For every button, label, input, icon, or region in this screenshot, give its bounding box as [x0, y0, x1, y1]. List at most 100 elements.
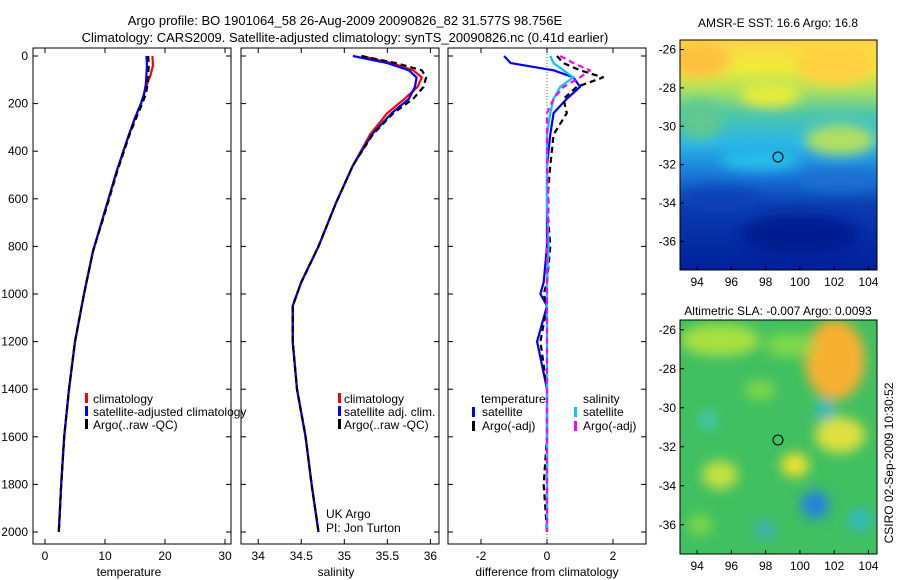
x-tick-label: 104 — [858, 275, 878, 289]
sla-argo-marker — [772, 434, 784, 446]
series-line-0 — [503, 55, 582, 532]
series-line-1 — [291, 54, 418, 533]
temperature-axes — [32, 47, 232, 545]
x-tick-label: 96 — [725, 559, 739, 573]
y-tick-label: 1200 — [1, 335, 28, 349]
y-tick-label: -26 — [659, 323, 677, 337]
x-tick-label: 0 — [544, 549, 551, 563]
y-tick-label: -34 — [659, 479, 677, 493]
legend-label-temp-satellite: satellite — [482, 405, 523, 419]
x-tick-label: 100 — [790, 559, 810, 573]
legend-swatch-temp-argo — [472, 421, 475, 431]
y-tick-label: 1600 — [1, 430, 28, 444]
x-tick-label: 0 — [42, 549, 49, 563]
legend-label-argo: Argo(..raw -QC) — [344, 418, 429, 432]
salinity-plot: 34 34.5 35 35.5 36 — [241, 48, 439, 563]
title-line-1: Argo profile: BO 1901064_58 26-Aug-2009 … — [128, 13, 563, 28]
sst-map-title: AMSR-E SST: 16.6 Argo: 16.8 — [698, 16, 858, 30]
legend-swatch-temp-satellite — [472, 407, 475, 417]
xlabel-salinity: salinity — [318, 565, 355, 579]
difference-legend: temperature salinity satellite Argo(-adj… — [472, 392, 636, 433]
legend-label-satellite-adjusted: satellite-adjusted climatology — [93, 405, 246, 419]
sst-map — [680, 40, 877, 270]
side-label: CSIRO 02-Sep-2009 10:30:52 — [882, 382, 896, 543]
sla-tick-labels: 94 96 98 100 102 104 -26 -28 -30 -32 -34 -36 — [659, 323, 879, 573]
x-tick-label: 102 — [824, 559, 844, 573]
y-tick-label: 1400 — [1, 382, 28, 396]
series-line-0 — [291, 54, 423, 533]
sst-argo-marker — [772, 151, 784, 163]
x-tick-label: 104 — [858, 559, 878, 573]
series-line-2 — [57, 55, 150, 533]
series-line-2 — [545, 55, 575, 532]
legend-label-climatology: climatology — [93, 392, 153, 406]
x-tick-label: 98 — [759, 559, 773, 573]
legend-swatch-argo — [338, 419, 341, 429]
y-tick-label: -30 — [659, 401, 677, 415]
y-tick-label: -34 — [659, 196, 677, 210]
series-line-1 — [57, 55, 149, 533]
x-tick-label: 98 — [759, 275, 773, 289]
x-tick-label: 35 — [338, 549, 352, 563]
x-tick-label: 96 — [725, 275, 739, 289]
y-tick-label: 1000 — [1, 287, 28, 301]
x-tick-label: 34 — [252, 549, 266, 563]
series-line-1 — [539, 55, 605, 533]
y-tick-label: 1800 — [1, 477, 28, 491]
sst-map-frame — [679, 39, 878, 271]
legend-swatch-sal-argo — [574, 421, 577, 431]
y-tick-label: 0 — [21, 49, 28, 63]
y-tick-label: -28 — [659, 362, 677, 376]
annotation-uk-argo: UK Argo — [326, 507, 371, 521]
legend-swatch-sal-satellite — [574, 407, 577, 417]
legend-group-salinity: salinity — [583, 392, 620, 406]
depth-tick-labels: 0 200 400 600 800 1000 1200 1400 1600 1800 2000 — [1, 49, 28, 539]
x-tick-label: 20 — [158, 549, 172, 563]
annotation-pi: PI: Jon Turton — [326, 521, 401, 535]
x-tick-label: 94 — [690, 275, 704, 289]
difference-plot: -2 0 2 — [448, 48, 646, 563]
title-line-2: Climatology: CARS2009. Satellite-adjuste… — [82, 30, 609, 45]
legend-label-temp-argo: Argo(-adj) — [482, 419, 535, 433]
legend-label-sal-satellite: satellite — [583, 405, 624, 419]
legend-group-temperature: temperature — [481, 392, 546, 406]
y-tick-label: -36 — [659, 234, 677, 248]
x-tick-label: 30 — [218, 549, 232, 563]
series-line-3 — [545, 55, 592, 532]
xlabel-difference: difference from climatology — [475, 565, 618, 579]
x-tick-label: 36 — [424, 549, 438, 563]
y-tick-label: 400 — [8, 144, 28, 158]
y-tick-label: 800 — [8, 239, 28, 253]
y-tick-label: 200 — [8, 97, 28, 111]
legend-label-satellite-adj: satellite adj. clim. — [344, 405, 435, 419]
sst-tick-labels: 94 96 98 100 102 104 -26 -28 -30 -32 -34 -36 — [659, 43, 879, 289]
legend-swatch-argo — [85, 419, 88, 429]
y-tick-label: 600 — [8, 192, 28, 206]
series-line-2 — [291, 54, 428, 533]
legend-label-sal-argo: Argo(-adj) — [583, 419, 636, 433]
salinity-axes — [240, 47, 440, 545]
legend-swatch-climatology — [338, 393, 341, 403]
y-tick-label: -26 — [659, 43, 677, 57]
legend-label-argo: Argo(..raw -QC) — [93, 418, 178, 432]
x-tick-label: 94 — [690, 559, 704, 573]
x-tick-label: -2 — [476, 549, 487, 563]
x-tick-label: 100 — [790, 275, 810, 289]
sla-map-frame — [679, 319, 878, 555]
x-tick-label: 102 — [824, 275, 844, 289]
legend-swatch-satellite-adjusted — [85, 406, 88, 416]
legend-swatch-climatology — [85, 393, 88, 403]
temperature-legend: climatology satellite-adjusted climatolo… — [85, 392, 246, 432]
y-tick-label: -36 — [659, 518, 677, 532]
x-tick-label: 2 — [610, 549, 617, 563]
y-tick-label: -32 — [659, 440, 677, 454]
sla-map — [680, 320, 877, 554]
y-tick-label: 2000 — [1, 525, 28, 539]
temperature-plot: 0 10 20 30 — [33, 48, 232, 563]
y-tick-label: -32 — [659, 158, 677, 172]
salinity-legend: climatology satellite adj. clim. Argo(..… — [338, 392, 435, 432]
x-tick-label: 34.5 — [290, 549, 314, 563]
sla-map-title: Altimetric SLA: -0.007 Argo: 0.0093 — [684, 304, 872, 318]
y-tick-label: -28 — [659, 81, 677, 95]
